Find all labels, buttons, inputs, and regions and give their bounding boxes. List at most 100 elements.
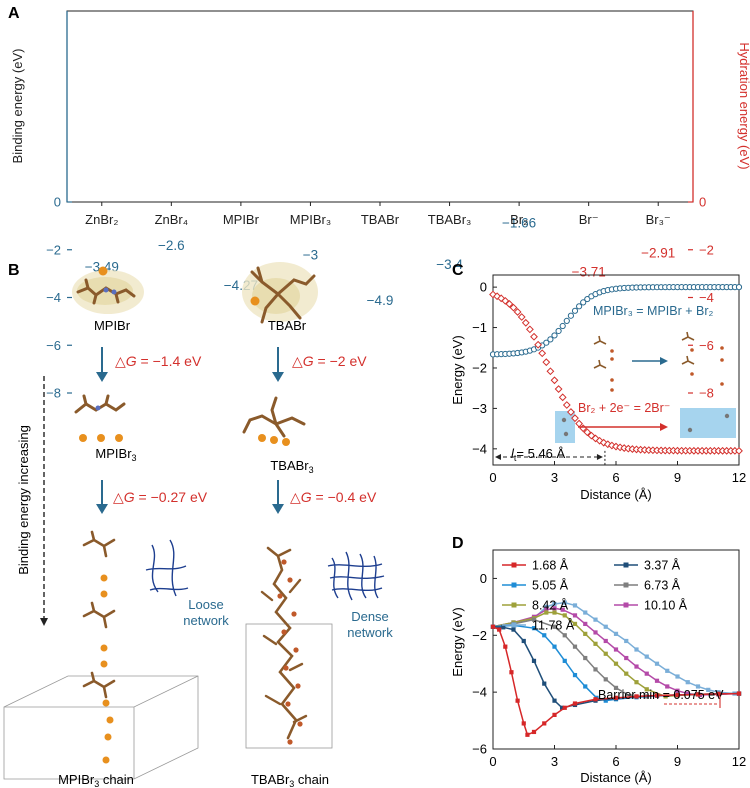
data-point bbox=[603, 624, 608, 629]
data-point bbox=[501, 625, 506, 630]
mpibr3-chain-label: MPIBr3 chain bbox=[58, 772, 134, 788]
y-axis-label-d: Energy (eV) bbox=[450, 607, 465, 676]
data-point bbox=[572, 613, 578, 618]
data-point bbox=[613, 695, 619, 700]
x-tick-label: TBABr bbox=[361, 212, 400, 227]
x-tick-label: 9 bbox=[674, 470, 681, 485]
tbabr3-chain-label: TBABr3 chain bbox=[251, 772, 329, 788]
x-tick-label: 9 bbox=[674, 754, 681, 769]
legend-marker bbox=[623, 582, 629, 588]
br2-highlight-box bbox=[555, 411, 575, 443]
data-point bbox=[543, 339, 550, 346]
data-point bbox=[675, 674, 680, 679]
y-axis-label-right: Hydration energy (eV) bbox=[737, 42, 750, 169]
data-point bbox=[634, 664, 639, 669]
data-point bbox=[736, 691, 742, 696]
y-tick-label-right: −6 bbox=[699, 338, 714, 353]
data-point bbox=[571, 307, 579, 314]
mpibr-label: MPIBr bbox=[94, 318, 131, 333]
panel-letter-b: B bbox=[8, 262, 20, 279]
y-tick-label: −6 bbox=[472, 742, 487, 757]
data-point bbox=[559, 705, 565, 710]
data-point bbox=[735, 446, 743, 455]
data-point bbox=[521, 638, 526, 644]
series-line bbox=[492, 618, 740, 698]
data-point bbox=[531, 729, 537, 735]
x-tick-label: 0 bbox=[489, 470, 496, 485]
legend-marker bbox=[511, 602, 517, 608]
data-point bbox=[613, 631, 619, 636]
loose-network-icon bbox=[145, 539, 189, 597]
legend-label: 11.78 Å bbox=[532, 618, 575, 633]
y-tick-label: −2 bbox=[472, 360, 487, 375]
dissociation-sketch-image bbox=[593, 331, 724, 392]
data-point bbox=[503, 644, 508, 649]
data-point bbox=[634, 680, 639, 685]
data-point bbox=[583, 610, 588, 615]
y-axis-label-left: Binding energy (eV) bbox=[10, 49, 25, 164]
bar-value-label: −4.9 bbox=[367, 293, 394, 308]
x-tick-label: Br₂ bbox=[510, 212, 528, 227]
data-point bbox=[521, 721, 526, 726]
y-tick-label: 0 bbox=[480, 280, 487, 295]
data-point bbox=[562, 633, 567, 638]
data-point bbox=[501, 296, 510, 305]
data-point bbox=[544, 604, 549, 609]
bar-value-label: −3 bbox=[303, 248, 318, 263]
data-point bbox=[515, 698, 520, 703]
data-point bbox=[695, 684, 701, 689]
loose-network-label-line1: Loose bbox=[188, 597, 223, 612]
data-point bbox=[571, 414, 579, 423]
bar-value-label: −1.66 bbox=[502, 216, 536, 231]
data-point bbox=[603, 440, 612, 449]
data-point bbox=[542, 681, 547, 686]
panel-a-bar-chart: A 00−2−2−4−4−6−6−8−8 −3.49ZnBr₂−2.6ZnBr₄… bbox=[8, 5, 750, 401]
data-point bbox=[552, 610, 557, 615]
data-point bbox=[509, 670, 514, 675]
legend-label: 5.05 Å bbox=[532, 578, 569, 593]
panel-b-schematic: B MPIBr TBABr △G = −1.4 eV △G = −2 eV bbox=[3, 262, 393, 788]
data-point bbox=[583, 621, 588, 627]
panel-letter-d: D bbox=[452, 535, 464, 552]
mpibr3-chain-image bbox=[3, 530, 199, 780]
panel-letter-c: C bbox=[452, 262, 464, 279]
data-point bbox=[509, 303, 518, 312]
data-point bbox=[562, 401, 571, 409]
y-tick-label-left: −4 bbox=[46, 290, 61, 305]
legend-c-series-1: MPIBr₃ = MPIBr + Br₂ bbox=[593, 304, 714, 318]
data-point bbox=[497, 627, 502, 632]
lt-arrowhead-left bbox=[495, 454, 501, 460]
red-reaction-arrowhead bbox=[660, 423, 668, 431]
barrier-annotation: Barrier min = 0.075 eV bbox=[598, 688, 724, 702]
data-point bbox=[525, 732, 530, 737]
legend-marker bbox=[623, 562, 629, 568]
delta-g-mpibr3: △G = −0.27 eV bbox=[113, 489, 208, 505]
y-tick-label: −4 bbox=[472, 685, 487, 700]
legend-label: 6.73 Å bbox=[644, 578, 681, 593]
data-point bbox=[593, 617, 598, 622]
data-point bbox=[552, 644, 557, 649]
y-tick-label: −2 bbox=[472, 628, 487, 643]
bar-value-label: −2.91 bbox=[641, 245, 675, 260]
data-point bbox=[580, 299, 587, 306]
data-point bbox=[562, 705, 567, 710]
y-tick-label-left: −8 bbox=[46, 386, 61, 401]
panel-c-scatter-chart: C 0 3 6 9 12 0 −1 −2 −3 −4 Energy (eV) Distance (… bbox=[450, 262, 746, 502]
data-point bbox=[665, 668, 670, 673]
data-point bbox=[559, 322, 566, 330]
legend-label: 3.37 Å bbox=[644, 558, 681, 573]
data-point bbox=[593, 641, 598, 646]
legend-label: 10.10 Å bbox=[644, 598, 688, 613]
data-point bbox=[583, 631, 588, 636]
data-point bbox=[644, 654, 649, 659]
tbabr3-label: TBABr3 bbox=[270, 458, 313, 475]
data-point bbox=[550, 376, 559, 385]
br-ion-highlight-box bbox=[680, 408, 736, 438]
data-point bbox=[583, 655, 588, 661]
binding-energy-arrowhead bbox=[40, 618, 48, 626]
data-point bbox=[551, 332, 558, 339]
data-point bbox=[735, 284, 743, 291]
data-point bbox=[534, 340, 543, 349]
reaction-arrowhead-mpibr3 bbox=[96, 504, 108, 514]
